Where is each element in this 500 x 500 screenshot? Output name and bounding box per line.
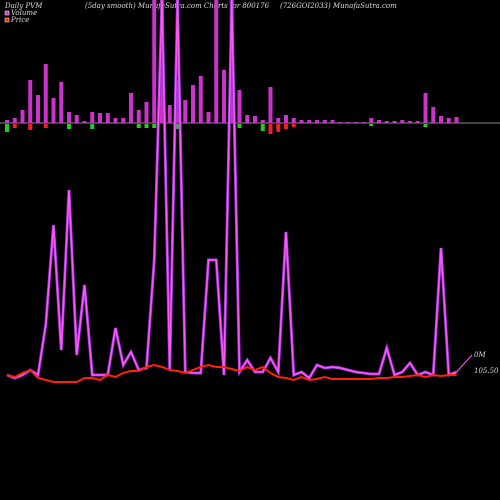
volume-bar xyxy=(43,64,48,123)
change-bar xyxy=(369,124,374,126)
volume-bar xyxy=(439,116,443,123)
volume-bar xyxy=(299,120,304,123)
volume-bar xyxy=(431,107,436,123)
change-bar xyxy=(291,124,296,127)
volume-bar xyxy=(198,76,203,123)
volume-bar xyxy=(454,117,459,123)
change-bar xyxy=(67,124,71,129)
volume-bar xyxy=(307,120,312,123)
volume-bar xyxy=(51,98,56,123)
volume-bar xyxy=(330,120,335,123)
volume-bar xyxy=(12,118,17,123)
title-left: Daily PVM xyxy=(4,2,43,10)
volume-bar xyxy=(276,118,281,123)
volume-bar xyxy=(353,122,358,123)
change-bar xyxy=(284,124,288,129)
volume-bar xyxy=(392,121,397,123)
volume-bar xyxy=(253,116,257,123)
volume-bar xyxy=(59,82,64,123)
change-bar xyxy=(268,124,273,134)
volume-bar xyxy=(152,0,157,123)
change-bar xyxy=(423,124,428,127)
change-bar xyxy=(175,124,180,129)
change-bar xyxy=(144,124,149,128)
volume-bar xyxy=(400,120,405,123)
change-bar xyxy=(43,124,48,128)
change-bar xyxy=(5,124,9,132)
volume-bar xyxy=(67,112,71,123)
volume-end-tick xyxy=(456,354,473,373)
price-end-label: 105.50 xyxy=(474,367,499,375)
change-bar xyxy=(136,124,141,128)
volume-line xyxy=(6,0,457,380)
volume-bar xyxy=(129,93,133,123)
volume-bar xyxy=(446,118,451,123)
change-bar xyxy=(260,124,265,131)
volume-bar xyxy=(183,100,188,123)
volume-bar xyxy=(369,118,374,123)
title-right: (726GOI2033) MunafaSutra.com xyxy=(280,2,397,10)
change-bar xyxy=(152,124,157,128)
volume-bar xyxy=(315,120,319,123)
change-bar xyxy=(90,124,95,129)
volume-bar xyxy=(214,0,219,123)
volume-bar xyxy=(82,121,87,123)
volume-bar xyxy=(322,120,327,123)
volume-bar xyxy=(20,110,25,123)
volume-bar xyxy=(346,122,350,123)
change-bar xyxy=(276,124,281,132)
volume-bar xyxy=(206,112,211,123)
volume-bar xyxy=(237,90,242,123)
volume-bar xyxy=(245,115,250,123)
volume-bar xyxy=(377,120,381,123)
volume-bar xyxy=(284,115,288,123)
change-bar xyxy=(237,124,242,128)
volume-bar xyxy=(408,121,412,123)
volume-bar xyxy=(268,87,273,123)
volume-bar xyxy=(105,113,110,123)
volume-bar xyxy=(28,80,33,123)
volume-bar xyxy=(260,120,265,123)
volume-bar xyxy=(98,113,102,123)
price-line xyxy=(6,363,457,383)
volume-bar xyxy=(121,118,126,123)
legend-swatch xyxy=(4,10,10,16)
legend-label: Price xyxy=(10,16,29,24)
volume-bar xyxy=(423,93,428,123)
volume-bar xyxy=(191,85,195,123)
volume-bar xyxy=(74,115,79,123)
volume-bar xyxy=(415,121,420,123)
legend-label: Volume xyxy=(11,9,37,17)
volume-end-label: 0M xyxy=(474,351,486,359)
volume-bar xyxy=(136,110,141,123)
volume-bar xyxy=(222,70,226,123)
volume-bar xyxy=(361,122,366,123)
volume-bar xyxy=(113,118,118,123)
volume-bar xyxy=(36,95,40,123)
volume-bar xyxy=(167,105,172,123)
volume-bar xyxy=(175,80,180,123)
volume-bar xyxy=(144,102,149,123)
volume-bar xyxy=(5,120,9,123)
change-bar xyxy=(12,124,17,128)
volume-bar xyxy=(338,122,343,123)
change-bar xyxy=(28,124,33,130)
legend-swatch xyxy=(4,17,10,23)
volume-bar xyxy=(384,121,389,123)
volume-bar xyxy=(90,112,95,123)
volume-bar xyxy=(291,118,296,123)
